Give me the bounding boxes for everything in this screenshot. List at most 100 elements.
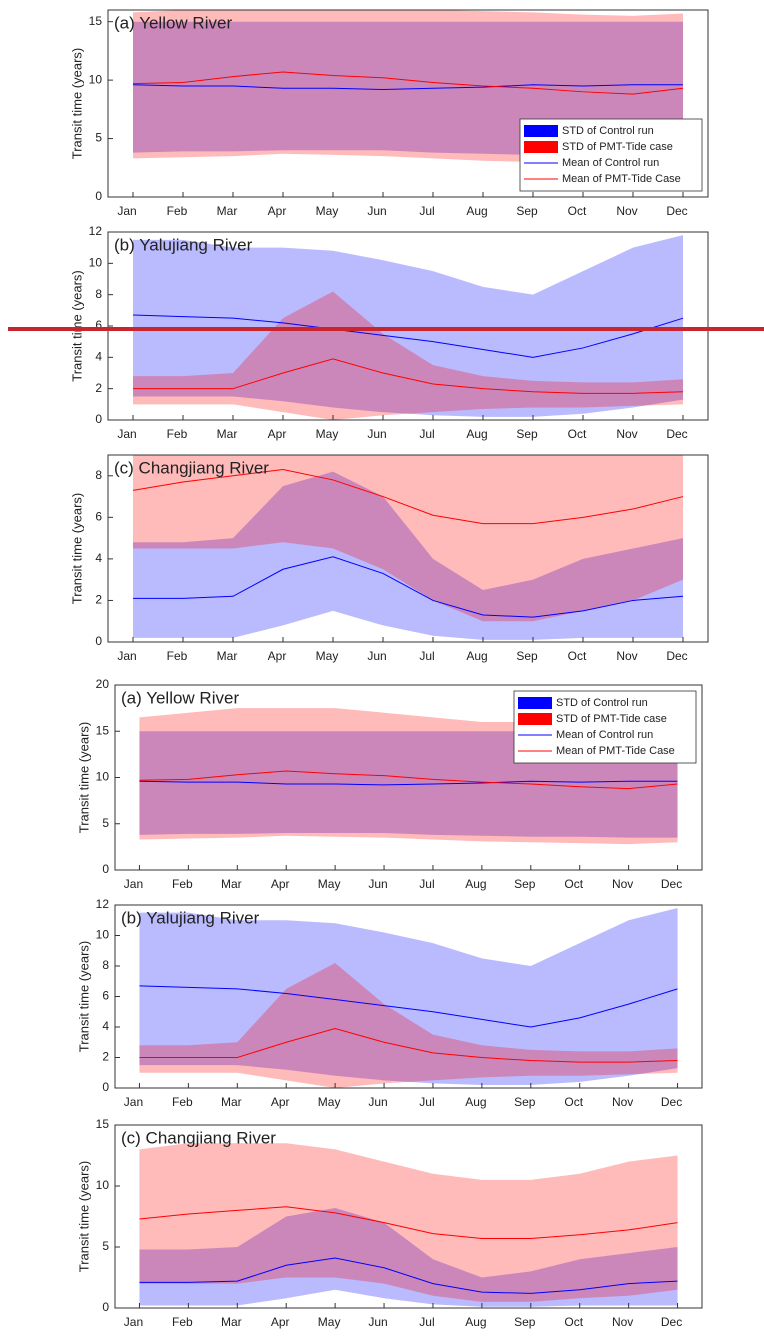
x-tick-label: Aug bbox=[466, 649, 487, 663]
y-tick-label: 0 bbox=[95, 412, 102, 426]
mean-line bbox=[139, 1206, 678, 1239]
y-axis-title: Transit time (years) bbox=[76, 941, 91, 1052]
x-tick-label: Dec bbox=[661, 1315, 682, 1329]
panel: 0 5 10 15 Jan Feb Mar Apr May Jun Jul Aug Sep Oct Nov D… bbox=[69, 9, 709, 218]
x-tick-label: Aug bbox=[466, 204, 487, 218]
y-axis-title: Transit time (years) bbox=[69, 270, 84, 381]
x-tick-label: Oct bbox=[568, 427, 587, 441]
x-tick-label: May bbox=[318, 877, 341, 891]
panel-title: (b) Yalujiang River bbox=[114, 235, 253, 254]
x-tick-label: Jan bbox=[124, 1095, 143, 1109]
x-tick-label: May bbox=[318, 1315, 341, 1329]
y-tick-label: 6 bbox=[102, 989, 109, 1003]
panel-title: (c) Changjiang River bbox=[114, 458, 269, 477]
x-tick-label: Apr bbox=[268, 427, 287, 441]
legend-swatch bbox=[518, 697, 552, 709]
x-tick-label: Jun bbox=[368, 877, 387, 891]
legend-swatch bbox=[518, 713, 552, 725]
mean-line bbox=[133, 358, 684, 394]
y-tick-label: 2 bbox=[102, 1050, 109, 1064]
x-tick-label: Jun bbox=[368, 1315, 387, 1329]
legend-label: STD of Control run bbox=[556, 697, 648, 709]
mean-line bbox=[132, 71, 684, 95]
x-tick-label: May bbox=[316, 427, 339, 441]
x-tick-label: Jun bbox=[367, 427, 386, 441]
panel: 0 2 4 6 8 10 12 Jan Feb Mar Apr May Jun Jul Aug Sep Oct N… bbox=[76, 897, 703, 1109]
x-tick-label: Feb bbox=[167, 427, 188, 441]
x-tick-label: Jul bbox=[419, 877, 434, 891]
legend-label: Mean of Control run bbox=[556, 729, 653, 741]
y-tick-label: 6 bbox=[95, 510, 102, 524]
x-tick-label: Mar bbox=[217, 649, 238, 663]
panel-title: (c) Changjiang River bbox=[121, 1128, 276, 1147]
axes-frame bbox=[107, 9, 709, 198]
y-tick-label: 5 bbox=[102, 1239, 109, 1253]
y-tick-label: 20 bbox=[96, 677, 110, 691]
mean-line bbox=[139, 1028, 678, 1063]
y-tick-label: 15 bbox=[89, 14, 103, 28]
x-tick-label: May bbox=[318, 1095, 341, 1109]
std-band bbox=[133, 235, 683, 417]
x-tick-label: Apr bbox=[271, 1095, 290, 1109]
std-band bbox=[139, 962, 678, 1088]
x-tick-label: May bbox=[316, 649, 339, 663]
legend-label: STD of PMT-Tide case bbox=[562, 141, 673, 153]
panel: 0 2 4 6 8 10 12 Jan Feb Mar Apr May Jun Jul Aug Sep Oct N… bbox=[69, 224, 709, 441]
x-tick-label: Mar bbox=[217, 204, 238, 218]
x-tick-label: Nov bbox=[616, 649, 637, 663]
axes-frame bbox=[107, 454, 709, 643]
mean-line bbox=[139, 780, 678, 786]
y-tick-label: 10 bbox=[96, 1178, 110, 1192]
std-band bbox=[139, 908, 678, 1085]
panel: 0 2 4 6 8 Jan Feb Mar Apr May Jun Jul Aug Sep Oct Nov De… bbox=[69, 454, 709, 663]
plot-area bbox=[132, 455, 684, 640]
y-tick-label: 10 bbox=[89, 256, 103, 270]
legend-label: Mean of Control run bbox=[562, 157, 659, 169]
x-tick-label: Jul bbox=[419, 649, 434, 663]
x-tick-label: Apr bbox=[271, 1315, 290, 1329]
mean-line bbox=[139, 1257, 678, 1294]
y-tick-label: 0 bbox=[102, 862, 109, 876]
y-tick-label: 2 bbox=[95, 381, 102, 395]
plot-area bbox=[139, 1143, 678, 1307]
y-tick-label: 8 bbox=[102, 958, 109, 972]
y-tick-label: 5 bbox=[95, 131, 102, 145]
x-tick-label: Apr bbox=[268, 649, 287, 663]
x-tick-label: Apr bbox=[271, 877, 290, 891]
legend-label: Mean of PMT-Tide Case bbox=[556, 745, 675, 757]
y-tick-label: 5 bbox=[102, 816, 109, 830]
x-tick-label: Sep bbox=[514, 1315, 536, 1329]
legend-swatch bbox=[524, 125, 558, 137]
y-tick-label: 0 bbox=[102, 1080, 109, 1094]
x-tick-label: Jan bbox=[124, 877, 143, 891]
x-tick-label: Aug bbox=[466, 427, 487, 441]
x-tick-label: Jan bbox=[124, 1315, 143, 1329]
x-tick-label: Nov bbox=[616, 204, 637, 218]
x-tick-label: Aug bbox=[465, 877, 486, 891]
y-axis-title: Transit time (years) bbox=[69, 48, 84, 159]
legend-label: STD of PMT-Tide case bbox=[556, 713, 667, 725]
y-tick-label: 4 bbox=[95, 350, 102, 364]
y-tick-label: 10 bbox=[96, 770, 110, 784]
x-tick-label: Sep bbox=[516, 427, 538, 441]
x-tick-label: Feb bbox=[172, 1315, 193, 1329]
x-tick-label: Mar bbox=[221, 1315, 242, 1329]
y-tick-label: 0 bbox=[95, 634, 102, 648]
x-tick-label: May bbox=[316, 204, 339, 218]
x-tick-label: Aug bbox=[465, 1315, 486, 1329]
panel: 0 5 10 15 20 Jan Feb Mar Apr May Jun Jul Aug Sep Oct No… bbox=[76, 677, 703, 891]
y-tick-label: 12 bbox=[89, 224, 103, 238]
x-tick-label: Nov bbox=[612, 877, 633, 891]
std-band bbox=[139, 1143, 678, 1302]
x-tick-label: Dec bbox=[666, 204, 687, 218]
x-tick-label: Feb bbox=[172, 1095, 193, 1109]
y-tick-label: 0 bbox=[95, 189, 102, 203]
y-tick-label: 15 bbox=[96, 1117, 110, 1131]
x-tick-label: Feb bbox=[167, 649, 188, 663]
mean-line bbox=[132, 469, 684, 525]
x-tick-label: Sep bbox=[516, 204, 538, 218]
x-tick-label: Aug bbox=[465, 1095, 486, 1109]
x-tick-label: Jun bbox=[367, 204, 386, 218]
x-tick-label: Jan bbox=[117, 204, 136, 218]
